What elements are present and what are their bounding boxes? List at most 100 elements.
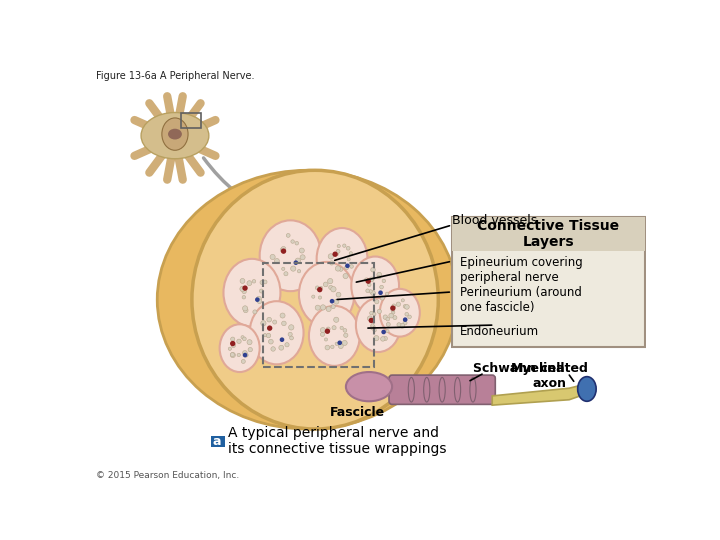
Ellipse shape [243,350,247,355]
Ellipse shape [267,326,272,331]
FancyBboxPatch shape [452,217,644,347]
Ellipse shape [315,305,320,310]
Ellipse shape [340,326,343,329]
Polygon shape [492,384,585,405]
Ellipse shape [279,338,284,342]
Text: Endoneurium: Endoneurium [460,325,539,338]
Ellipse shape [405,305,409,309]
Ellipse shape [378,291,383,295]
Ellipse shape [369,289,372,293]
Ellipse shape [356,298,400,352]
Text: Figure 13-6a A Peripheral Nerve.: Figure 13-6a A Peripheral Nerve. [96,71,254,81]
Ellipse shape [281,248,287,254]
Ellipse shape [279,345,284,350]
Ellipse shape [289,336,294,340]
Ellipse shape [371,323,374,327]
Text: Connective Tissue
Layers: Connective Tissue Layers [477,219,619,249]
Ellipse shape [364,278,369,282]
Ellipse shape [377,309,382,314]
Ellipse shape [374,335,379,341]
Text: Perineurium (around
one fascicle): Perineurium (around one fascicle) [460,286,582,314]
Ellipse shape [243,286,248,291]
Ellipse shape [338,340,342,345]
Ellipse shape [329,285,333,289]
Bar [452,217,644,251]
Ellipse shape [374,300,379,304]
Ellipse shape [336,292,341,297]
Ellipse shape [369,311,373,315]
Ellipse shape [157,170,457,429]
Ellipse shape [241,336,244,339]
Ellipse shape [379,289,420,336]
Ellipse shape [350,265,354,268]
Ellipse shape [383,315,387,320]
Ellipse shape [319,286,323,289]
Ellipse shape [291,240,294,244]
Ellipse shape [247,281,252,286]
Ellipse shape [337,245,341,248]
Ellipse shape [300,248,305,253]
Bar [263,262,374,367]
Ellipse shape [370,325,375,330]
Ellipse shape [385,292,389,295]
Ellipse shape [391,308,395,312]
Ellipse shape [343,273,348,279]
Text: Myelinated
axon: Myelinated axon [511,362,589,390]
Ellipse shape [405,312,408,316]
Ellipse shape [346,246,350,250]
Ellipse shape [335,252,338,256]
Ellipse shape [242,295,246,299]
Ellipse shape [231,343,235,348]
Ellipse shape [367,283,371,287]
Ellipse shape [382,330,386,334]
Ellipse shape [330,345,334,349]
Ellipse shape [271,347,275,351]
Ellipse shape [230,353,235,357]
Ellipse shape [332,326,336,330]
Ellipse shape [264,334,266,337]
Ellipse shape [257,299,262,303]
Ellipse shape [247,340,252,345]
Ellipse shape [248,347,253,352]
Ellipse shape [379,285,384,289]
Ellipse shape [317,228,367,289]
Ellipse shape [141,112,209,159]
Ellipse shape [367,316,372,321]
Ellipse shape [351,256,399,315]
Ellipse shape [318,296,322,299]
Ellipse shape [373,313,376,316]
Ellipse shape [228,347,231,350]
Ellipse shape [266,333,271,338]
Ellipse shape [243,306,248,311]
Ellipse shape [393,316,397,320]
Ellipse shape [334,299,339,304]
Ellipse shape [282,321,286,326]
Ellipse shape [320,328,325,333]
Ellipse shape [345,266,348,269]
Ellipse shape [349,252,353,255]
Ellipse shape [269,339,273,344]
Ellipse shape [390,306,395,311]
Ellipse shape [325,345,330,350]
Bar [181,112,201,128]
Ellipse shape [323,282,328,287]
Ellipse shape [237,353,240,356]
Ellipse shape [336,266,341,271]
Ellipse shape [397,323,401,327]
Text: © 2015 Pearson Education, Inc.: © 2015 Pearson Education, Inc. [96,471,239,481]
Ellipse shape [260,280,264,285]
Ellipse shape [255,298,260,302]
Ellipse shape [342,340,347,346]
FancyBboxPatch shape [389,375,495,404]
Ellipse shape [282,246,286,251]
Ellipse shape [328,254,333,259]
Ellipse shape [343,333,348,338]
Ellipse shape [330,261,334,265]
Ellipse shape [377,272,382,277]
Ellipse shape [330,287,336,292]
Ellipse shape [346,372,392,401]
Ellipse shape [315,286,319,290]
Text: Fascicle: Fascicle [330,406,385,420]
Ellipse shape [168,129,182,139]
Ellipse shape [250,301,304,365]
